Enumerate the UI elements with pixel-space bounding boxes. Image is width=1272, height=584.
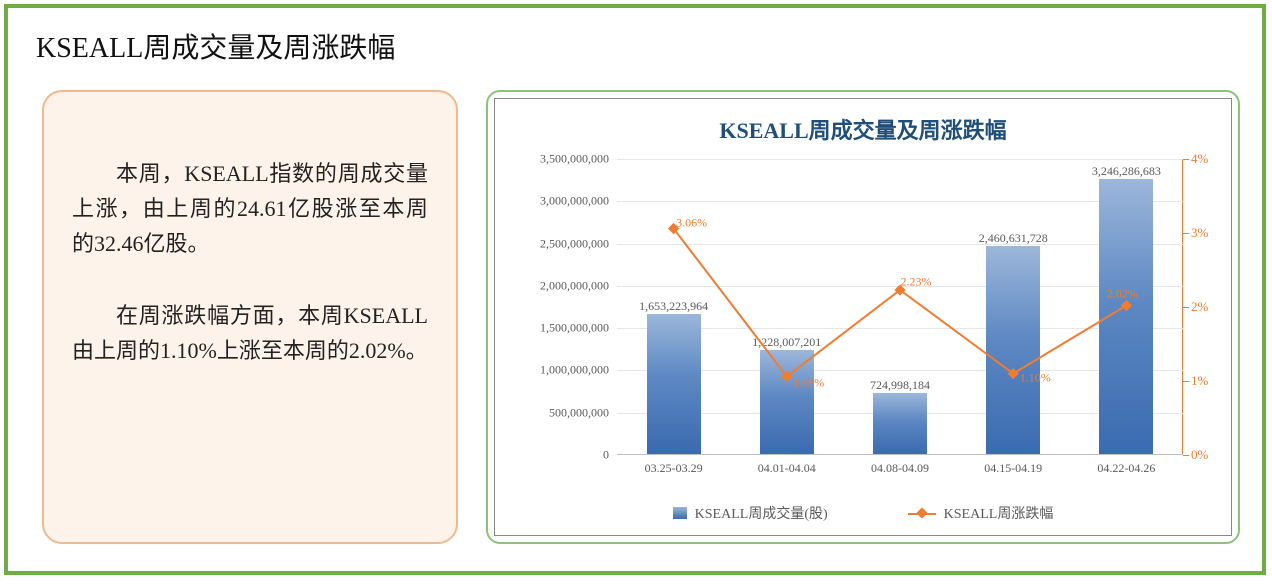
y-right-tick-label: 2% — [1191, 299, 1221, 315]
legend-bar-swatch — [673, 507, 687, 519]
gridline — [617, 159, 1183, 160]
y-left-tick-label: 2,000,000,000 — [499, 278, 609, 293]
bar — [1099, 179, 1153, 454]
paragraph-2: 在周涨跌幅方面，本周KSEALL由上周的1.10%上涨至本周的2.02%。 — [72, 298, 428, 368]
y-left-tick-label: 1,500,000,000 — [499, 321, 609, 336]
bar — [986, 246, 1040, 454]
x-tick-label: 04.01-04.04 — [737, 461, 837, 476]
chart-panel: KSEALL周成交量及周涨跌幅 0500,000,0001,000,000,00… — [486, 90, 1240, 544]
x-tick-label: 04.08-04.09 — [850, 461, 950, 476]
y-left-tick-label: 0 — [499, 448, 609, 463]
line-value-label: 2.23% — [901, 274, 932, 289]
y-right-tick — [1183, 455, 1189, 456]
x-tick-label: 03.25-03.29 — [624, 461, 724, 476]
y-right-tick-label: 4% — [1191, 151, 1221, 167]
legend-line-swatch — [908, 506, 936, 520]
line-value-label: 1.10% — [1020, 370, 1051, 385]
y-left-tick-label: 500,000,000 — [499, 405, 609, 420]
bar-value-label: 724,998,184 — [840, 378, 960, 393]
y-right-tick — [1183, 233, 1189, 234]
x-tick-label: 04.22-04.26 — [1076, 461, 1176, 476]
bar-value-label: 1,228,007,201 — [727, 335, 847, 350]
bar-value-label: 2,460,631,728 — [953, 231, 1073, 246]
y-right-tick — [1183, 381, 1189, 382]
y-right-tick-label: 1% — [1191, 373, 1221, 389]
line-value-label: 3.06% — [676, 215, 707, 230]
y-left-tick-label: 1,000,000,000 — [499, 363, 609, 378]
gridline — [617, 244, 1183, 245]
y-right-tick — [1183, 307, 1189, 308]
gridline — [617, 328, 1183, 329]
gridline — [617, 201, 1183, 202]
y-left-tick-label: 3,000,000,000 — [499, 194, 609, 209]
plot-area: 0500,000,0001,000,000,0001,500,000,0002,… — [617, 159, 1183, 455]
outer-frame: KSEALL周成交量及周涨跌幅 本周，KSEALL指数的周成交量上涨，由上周的2… — [4, 4, 1266, 575]
bar-value-label: 1,653,223,964 — [614, 299, 734, 314]
y-right-tick-label: 0% — [1191, 447, 1221, 463]
line-value-label: 1.06% — [793, 375, 824, 390]
bar-value-label: 3,246,286,683 — [1066, 164, 1186, 179]
page-title: KSEALL周成交量及周涨跌幅 — [36, 26, 395, 66]
text-panel: 本周，KSEALL指数的周成交量上涨，由上周的24.61亿股涨至本周的32.46… — [42, 90, 458, 544]
legend-bar-label: KSEALL周成交量(股) — [695, 503, 828, 523]
legend-line-label: KSEALL周涨跌幅 — [944, 503, 1054, 523]
legend: KSEALL周成交量(股) KSEALL周涨跌幅 — [495, 493, 1231, 533]
bar — [873, 393, 927, 454]
y-left-tick-label: 2,500,000,000 — [499, 236, 609, 251]
legend-item-line: KSEALL周涨跌幅 — [908, 503, 1054, 523]
chart-inner: KSEALL周成交量及周涨跌幅 0500,000,0001,000,000,00… — [494, 98, 1232, 536]
line-value-label: 2.02% — [1107, 286, 1138, 301]
y-left-tick-label: 3,500,000,000 — [499, 152, 609, 167]
y-right-tick — [1183, 159, 1189, 160]
legend-item-bar: KSEALL周成交量(股) — [673, 503, 828, 523]
bar — [760, 350, 814, 454]
gridline — [617, 370, 1183, 371]
paragraph-1: 本周，KSEALL指数的周成交量上涨，由上周的24.61亿股涨至本周的32.46… — [72, 156, 428, 262]
bar — [647, 314, 701, 454]
x-tick-label: 04.15-04.19 — [963, 461, 1063, 476]
y-right-tick-label: 3% — [1191, 225, 1221, 241]
chart-title: KSEALL周成交量及周涨跌幅 — [495, 113, 1231, 145]
